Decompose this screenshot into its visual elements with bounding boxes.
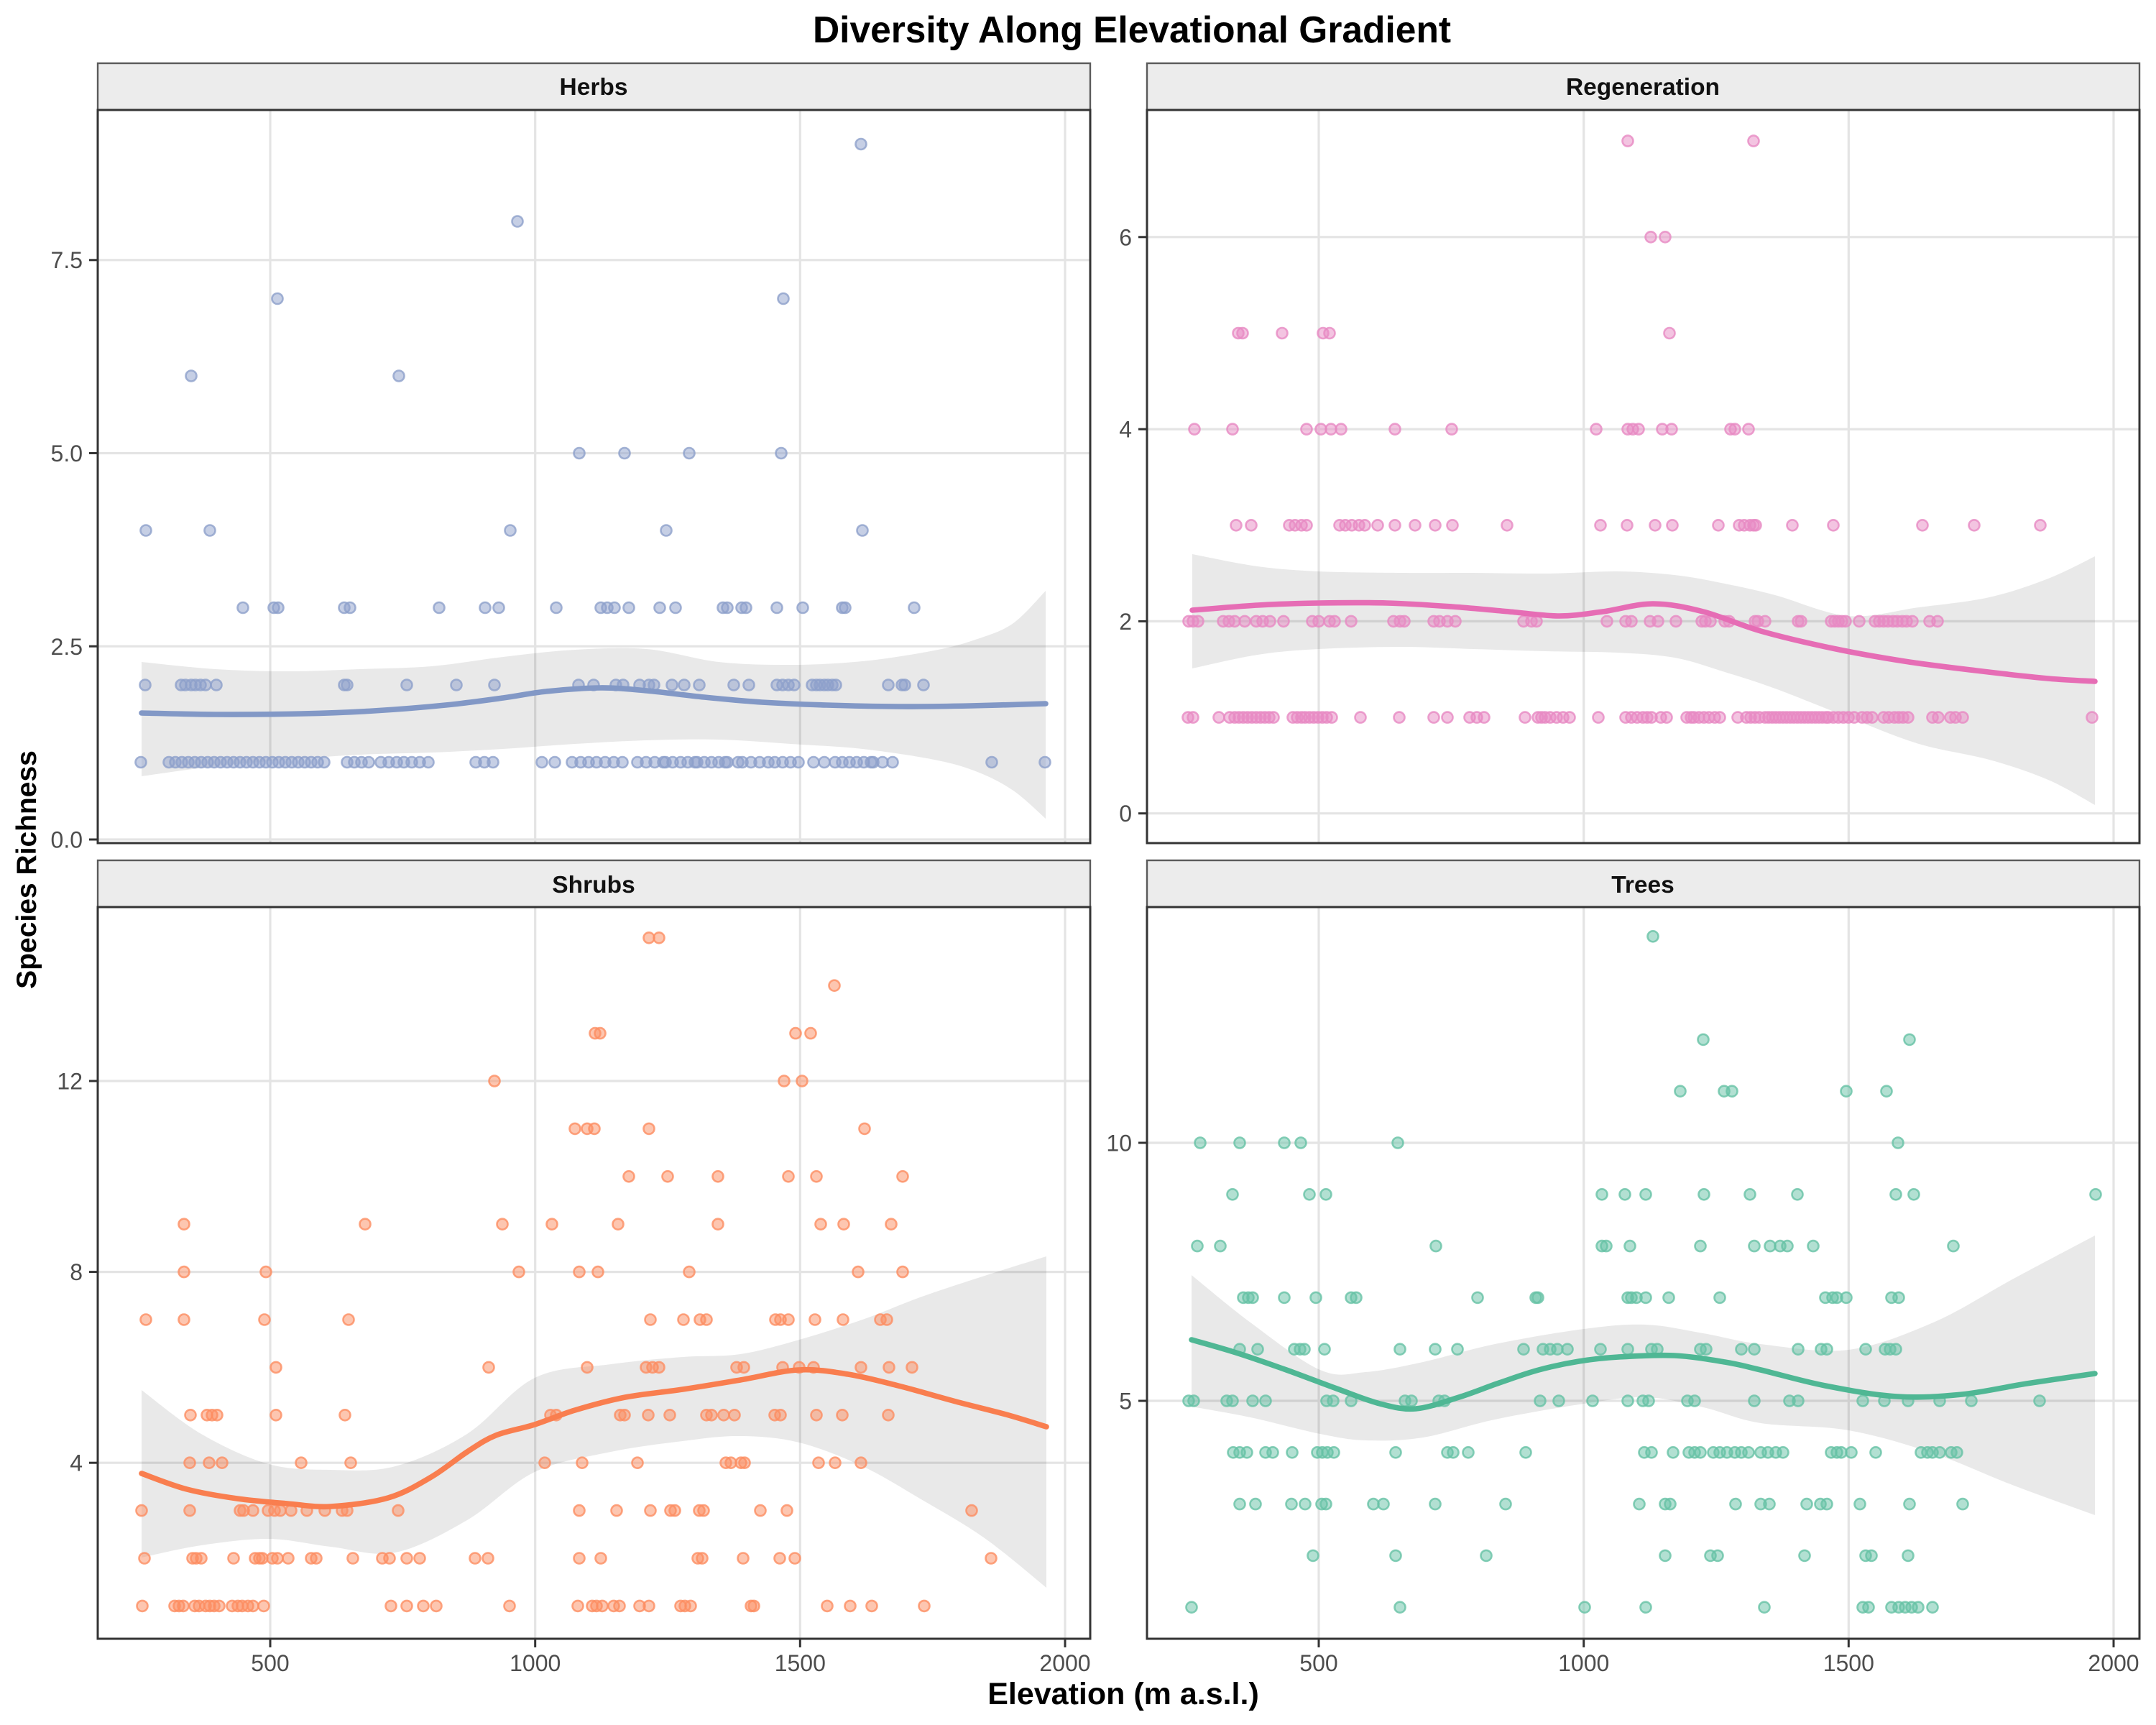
svg-text:7.5: 7.5 [51, 247, 83, 273]
svg-text:Diversity Along Elevational Gr: Diversity Along Elevational Gradient [813, 9, 1451, 50]
svg-text:12: 12 [57, 1069, 83, 1095]
svg-text:2000: 2000 [2088, 1650, 2139, 1676]
svg-text:1000: 1000 [1558, 1650, 1609, 1676]
svg-text:2000: 2000 [1039, 1650, 1090, 1676]
svg-text:500: 500 [251, 1650, 289, 1676]
svg-text:Elevation (m a.s.l.): Elevation (m a.s.l.) [987, 1677, 1259, 1711]
svg-text:10: 10 [1106, 1131, 1132, 1156]
svg-text:4: 4 [1119, 417, 1132, 443]
svg-text:4: 4 [70, 1450, 83, 1476]
svg-text:6: 6 [1119, 224, 1132, 250]
svg-text:0.0: 0.0 [51, 827, 83, 853]
svg-text:1500: 1500 [775, 1650, 826, 1676]
svg-text:0: 0 [1119, 801, 1132, 827]
svg-text:Species Richness: Species Richness [11, 750, 42, 989]
svg-text:500: 500 [1299, 1650, 1337, 1676]
svg-text:8: 8 [70, 1259, 83, 1285]
svg-text:1500: 1500 [1823, 1650, 1874, 1676]
svg-text:Shrubs: Shrubs [552, 872, 635, 898]
svg-text:Regeneration: Regeneration [1566, 74, 1720, 101]
svg-text:5: 5 [1119, 1389, 1132, 1414]
svg-text:2: 2 [1119, 609, 1132, 635]
svg-text:5.0: 5.0 [51, 441, 83, 466]
svg-text:2.5: 2.5 [51, 634, 83, 660]
svg-text:Trees: Trees [1611, 872, 1674, 898]
svg-text:Herbs: Herbs [560, 74, 628, 101]
svg-text:1000: 1000 [510, 1650, 561, 1676]
